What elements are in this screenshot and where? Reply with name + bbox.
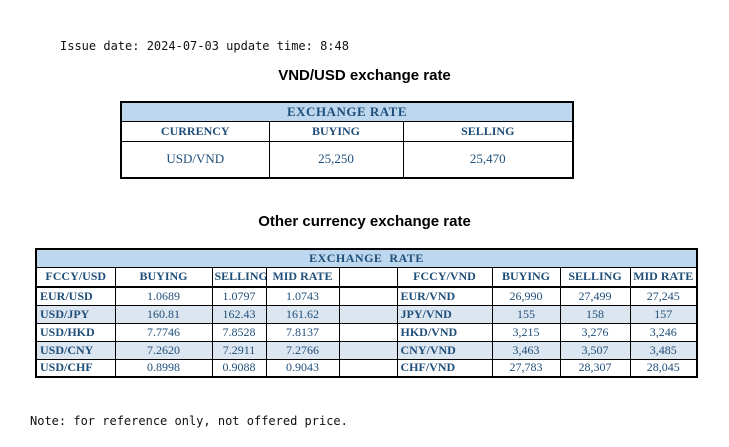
column-header-cell: BUYING (268, 120, 404, 142)
rate-value-cell: 28,307 (559, 358, 631, 378)
vnd-usd-rate-table-body: EXCHANGE RATE CURRENCY BUYING SELLING USD/VN… (120, 101, 574, 179)
currency-pair-cell: CNY/VND (396, 340, 493, 360)
table-row: USD/HKD 7.7746 7.8528 7.8137 HKD/VND 3,215 3,2… (35, 322, 698, 342)
rate-value-cell: 7.8137 (265, 322, 340, 342)
rate-value-cell: 3,276 (559, 322, 631, 342)
rate-value-cell: 0.9088 (211, 358, 267, 378)
currency-pair-cell: EUR/USD (35, 286, 116, 306)
rate-value-cell: 0.9043 (265, 358, 340, 378)
rate-value-cell: 1.0743 (265, 286, 340, 306)
rate-value-cell: 28,045 (629, 358, 698, 378)
column-header-row: FCCY/USD BUYING SELLING MID RATE FCCY/VND BUY… (35, 266, 698, 288)
rate-value-cell: 25,470 (402, 140, 574, 179)
table-row: USD/JPY 160.81 162.43 161.62 JPY/VND 155 158 15… (35, 304, 698, 324)
gap-cell (338, 358, 398, 378)
column-header-cell: SELLING (211, 266, 267, 288)
column-header-cell: FCCY/USD (35, 266, 116, 288)
rate-value-cell: 3,463 (491, 340, 561, 360)
rate-value-cell: 7.7746 (114, 322, 213, 342)
currency-pair-cell: JPY/VND (396, 304, 493, 324)
currency-pair-cell: EUR/VND (396, 286, 493, 306)
rate-value-cell: 27,783 (491, 358, 561, 378)
gap-cell (338, 322, 398, 342)
table1-title: VND/USD exchange rate (278, 67, 451, 84)
currency-pair-cell: CHF/VND (396, 358, 493, 378)
rate-value-cell: 3,485 (629, 340, 698, 360)
gap-cell (338, 266, 398, 288)
table2-title: Other currency exchange rate (258, 213, 471, 230)
rate-value-cell: 3,215 (491, 322, 561, 342)
currency-pair-cell: USD/JPY (35, 304, 116, 324)
rate-value-cell: 7.2620 (114, 340, 213, 360)
rate-value-cell: 7.2766 (265, 340, 340, 360)
column-header-cell: CURRENCY (120, 120, 270, 142)
rate-value-cell: 162.43 (211, 304, 267, 324)
rate-value-cell: 157 (629, 304, 698, 324)
rate-value-cell: 1.0689 (114, 286, 213, 306)
rate-value-cell: 161.62 (265, 304, 340, 324)
column-header-cell: MID RATE (265, 266, 340, 288)
currency-pair-cell: USD/VND (120, 140, 270, 179)
gap-cell (338, 286, 398, 306)
column-header-cell: BUYING (114, 266, 213, 288)
note-line: Note: for reference only, not offered pr… (30, 414, 348, 428)
table-row: USD/CNY 7.2620 7.2911 7.2766 CNY/VND 3,463 3,5… (35, 340, 698, 360)
rate-value-cell: 25,250 (268, 140, 404, 179)
table-header-cell: EXCHANGE RATE (35, 248, 698, 268)
rate-value-cell: 7.8528 (211, 322, 267, 342)
table-row: USD/CHF 0.8998 0.9088 0.9043 CHF/VND 27,783 28… (35, 358, 698, 378)
gap-cell (338, 304, 398, 324)
rate-value-cell: 7.2911 (211, 340, 267, 360)
other-currency-rate-table-body: EXCHANGE RATE FCCY/USD BUYING SELLING MID RA… (35, 248, 698, 378)
column-header-cell: MID RATE (629, 266, 698, 288)
column-header-cell: SELLING (402, 120, 574, 142)
vnd-usd-rate-table: EXCHANGE RATE CURRENCY BUYING SELLING USD/VN… (120, 101, 575, 179)
currency-pair-cell: HKD/VND (396, 322, 493, 342)
currency-pair-cell: USD/CNY (35, 340, 116, 360)
table-header-cell: EXCHANGE RATE (120, 101, 574, 122)
rate-value-cell: 3,507 (559, 340, 631, 360)
other-currency-rate-table: EXCHANGE RATE FCCY/USD BUYING SELLING MID RA… (35, 248, 698, 378)
column-header-cell: SELLING (559, 266, 631, 288)
rate-value-cell: 1.0797 (211, 286, 267, 306)
rate-value-cell: 155 (491, 304, 561, 324)
issue-date-line: Issue date: 2024-07-03 update time: 8:48 (60, 39, 349, 53)
table-row: EUR/USD 1.0689 1.0797 1.0743 EUR/VND 26,990 27… (35, 286, 698, 306)
rate-value-cell: 0.8998 (114, 358, 213, 378)
rate-value-cell: 158 (559, 304, 631, 324)
table-header-row: EXCHANGE RATE (35, 248, 698, 268)
column-header-cell: BUYING (491, 266, 561, 288)
column-header-row: CURRENCY BUYING SELLING (120, 120, 574, 142)
table-row: USD/VND 25,250 25,470 (120, 140, 574, 179)
rate-value-cell: 27,245 (629, 286, 698, 306)
rate-value-cell: 160.81 (114, 304, 213, 324)
gap-cell (338, 340, 398, 360)
currency-pair-cell: USD/CHF (35, 358, 116, 378)
rate-value-cell: 26,990 (491, 286, 561, 306)
column-header-cell: FCCY/VND (396, 266, 493, 288)
rate-value-cell: 3,246 (629, 322, 698, 342)
currency-pair-cell: USD/HKD (35, 322, 116, 342)
rate-value-cell: 27,499 (559, 286, 631, 306)
table-header-row: EXCHANGE RATE (120, 101, 574, 122)
